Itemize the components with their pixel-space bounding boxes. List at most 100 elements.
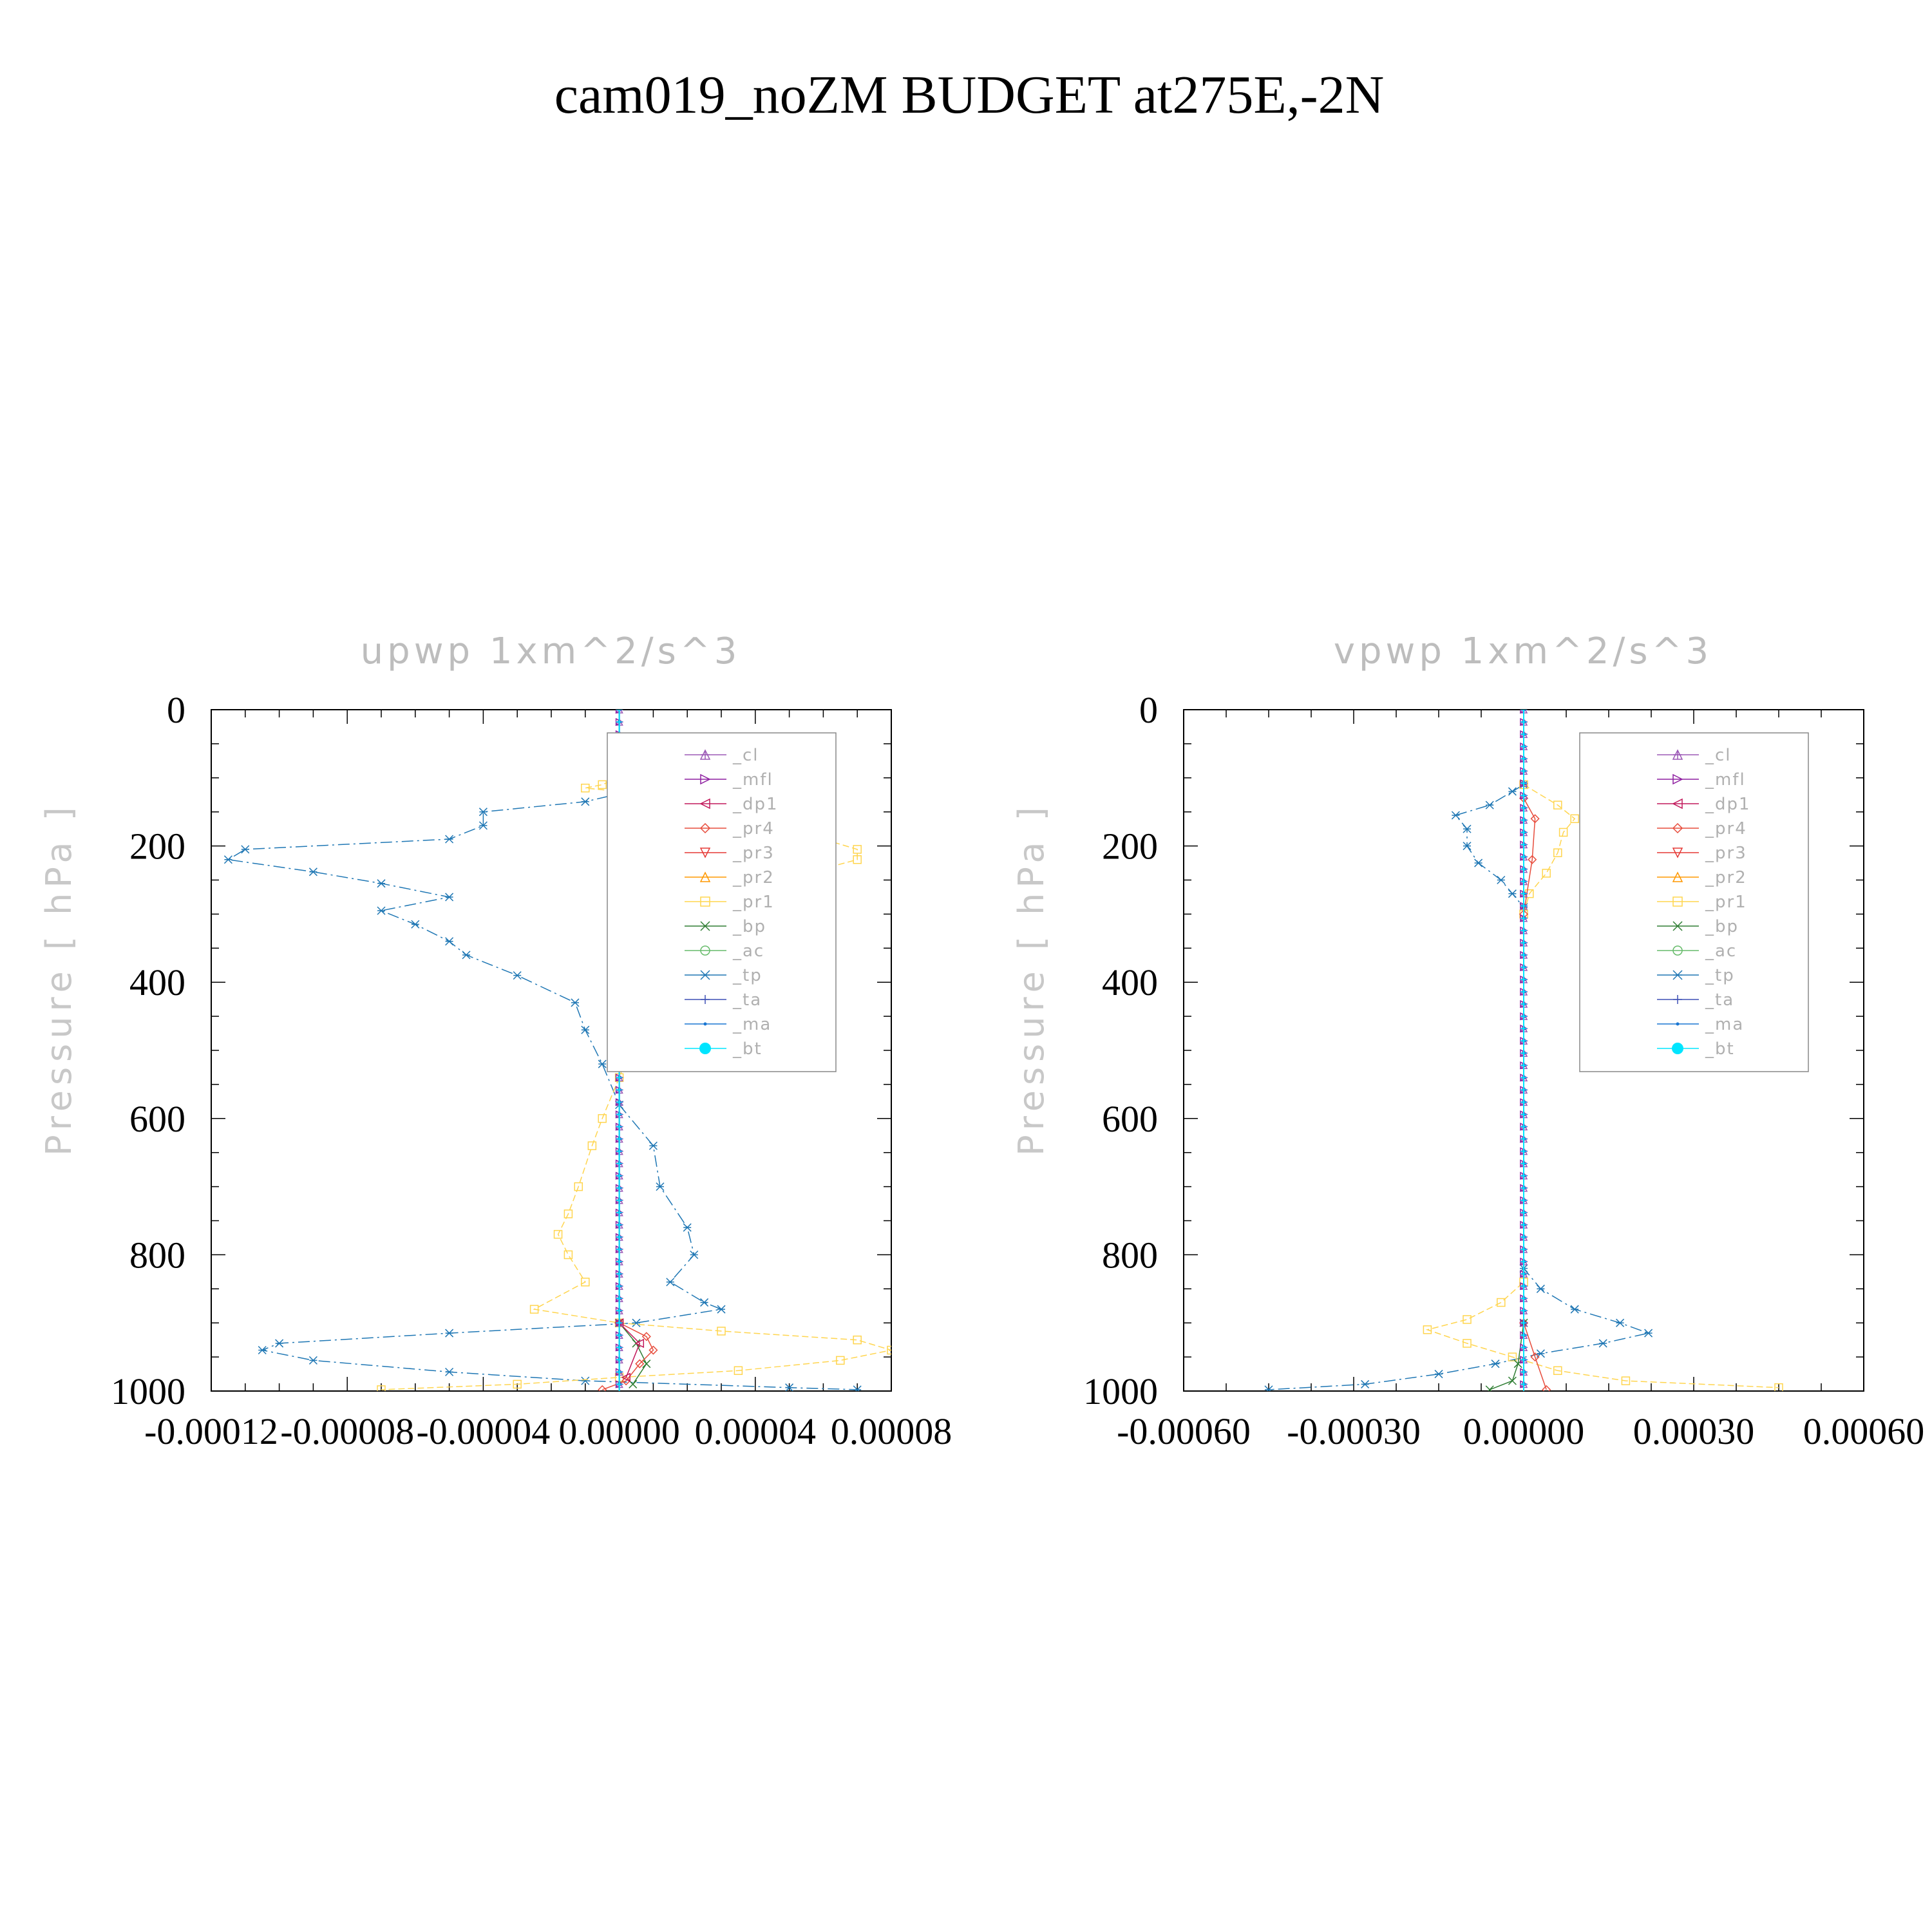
data-point <box>445 1367 454 1376</box>
data-point <box>1520 1160 1527 1167</box>
data-point <box>308 1356 317 1365</box>
data-point <box>616 1172 623 1179</box>
legend-marker <box>700 921 710 931</box>
legend-marker <box>1672 822 1683 834</box>
legend-item-pr3: _pr3 <box>685 844 773 863</box>
data-point <box>1644 1329 1653 1338</box>
legend-item-pr4: _pr4 <box>1657 819 1747 838</box>
legend-label: _pr1 <box>1705 893 1747 912</box>
legend-marker <box>699 848 711 858</box>
legend-label: _tp <box>1705 966 1735 985</box>
data-point <box>1434 1370 1443 1379</box>
series-line <box>1489 1323 1524 1390</box>
legend-marker <box>1676 1022 1680 1026</box>
data-point <box>616 1221 623 1228</box>
data-point <box>1520 1172 1527 1179</box>
legend-marker <box>700 896 710 907</box>
data-point <box>445 893 454 902</box>
legend-item-ta: _ta <box>685 990 761 1010</box>
y-tick-label: 200 <box>1102 826 1158 867</box>
x-tick-label: -0.00008 <box>280 1410 414 1452</box>
data-point <box>513 1379 522 1389</box>
data-point <box>1520 989 1527 996</box>
legend-label: _tp <box>732 966 762 985</box>
legend-frame <box>1579 732 1809 1072</box>
x-tick-label: 0.00030 <box>1633 1410 1755 1452</box>
data-point <box>564 1209 573 1218</box>
x-tick-label: 0.00004 <box>695 1410 817 1452</box>
legend-label: _pr4 <box>1705 819 1747 838</box>
legend-label: _pr1 <box>732 893 775 912</box>
data-point <box>1520 1184 1527 1191</box>
legend: _cl _mfl _dp1 _pr4 _pr3 _pr2 _pr1 _bp _ac _tp _ta _… <box>607 732 837 1072</box>
data-point <box>587 1141 597 1150</box>
data-point <box>258 1345 267 1355</box>
data-point <box>616 1123 623 1130</box>
legend-frame <box>607 732 837 1072</box>
data-point <box>1520 1344 1527 1351</box>
data-point <box>1774 1383 1783 1391</box>
legend-label: _bp <box>732 917 766 936</box>
legend-label: _ta <box>1705 990 1734 1010</box>
data-point <box>1530 814 1540 824</box>
data-point <box>1520 817 1527 824</box>
data-point <box>1542 869 1551 878</box>
data-point <box>1530 1352 1540 1362</box>
y-axis-label-upwp: Pressure [ hPa ] <box>39 802 79 1156</box>
legend-label: _cl <box>1705 746 1732 765</box>
data-point <box>621 1372 630 1383</box>
data-point <box>1520 1148 1527 1155</box>
data-point <box>734 1366 743 1376</box>
data-point <box>616 1086 623 1094</box>
data-point <box>1520 1368 1527 1376</box>
data-point <box>1520 1050 1527 1057</box>
legend-label: _dp1 <box>732 795 779 814</box>
data-point <box>616 1184 623 1191</box>
legend-item-cl: _cl <box>1657 746 1732 765</box>
plot-area-upwp: 0 200 400 600 800 1000-0.00012 -0.00008 -0.0000… <box>111 689 952 1452</box>
data-point <box>616 1160 623 1167</box>
data-point <box>553 1229 563 1239</box>
data-point <box>1508 1352 1517 1361</box>
data-point <box>1520 1086 1527 1094</box>
data-point <box>1451 811 1460 820</box>
legend-item-bt: _bt <box>1657 1039 1734 1059</box>
x-tick-label: 0.00060 <box>1803 1410 1925 1452</box>
data-point <box>581 1277 590 1287</box>
data-point <box>1520 780 1527 787</box>
legend-item-cl: _cl <box>685 746 758 765</box>
data-point <box>616 1320 623 1327</box>
data-point <box>581 1025 590 1034</box>
data-point <box>1536 1284 1545 1293</box>
legend-item-tp: _tp <box>1657 966 1735 985</box>
data-point <box>1520 768 1527 775</box>
data-point <box>598 1385 607 1391</box>
data-point <box>1463 1315 1472 1324</box>
data-point <box>666 1278 675 1287</box>
legend-marker <box>1672 871 1683 882</box>
data-point <box>616 1258 623 1265</box>
data-point <box>1423 1325 1432 1334</box>
data-point <box>1520 1209 1527 1216</box>
data-point <box>1520 1197 1527 1204</box>
data-point <box>1520 829 1527 836</box>
data-point <box>1520 1381 1527 1388</box>
data-point <box>377 906 386 915</box>
data-point <box>1485 800 1494 810</box>
legend-item-ac: _ac <box>685 942 763 961</box>
legend-marker <box>699 749 711 760</box>
y-tick-label: 400 <box>1102 961 1158 1003</box>
data-point <box>478 821 488 830</box>
data-point <box>1520 1099 1527 1106</box>
y-tick-label: 600 <box>1102 1098 1158 1140</box>
legend-label: _ac <box>1705 942 1737 961</box>
data-point <box>1616 1318 1625 1327</box>
legend-marker <box>1672 896 1683 907</box>
data-point <box>1520 710 1527 713</box>
data-point <box>1520 1295 1527 1302</box>
y-axis-label-vpwp: Pressure [ hPa ] <box>1011 802 1052 1156</box>
data-point <box>785 1383 794 1391</box>
legend-label: _pr2 <box>1705 868 1747 887</box>
data-point <box>223 855 232 864</box>
